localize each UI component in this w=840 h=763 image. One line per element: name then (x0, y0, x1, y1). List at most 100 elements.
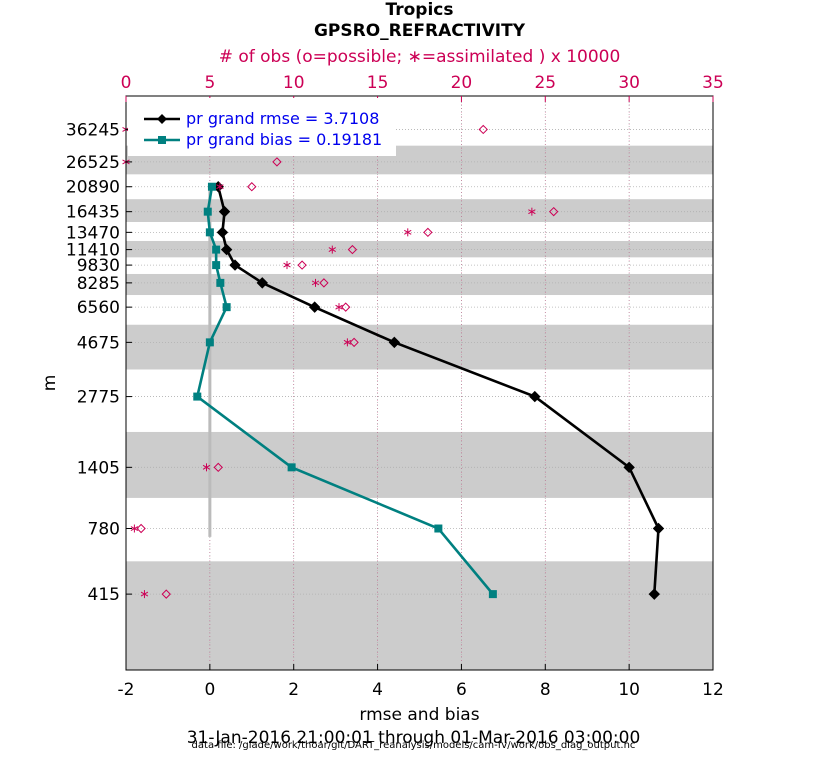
chart-title: Tropics (386, 0, 454, 20)
shaded-band (126, 240, 713, 258)
rmse-point (229, 259, 241, 271)
obs-possible-marker (136, 523, 146, 534)
rmse-point (308, 301, 321, 313)
obs-assimilated-marker (140, 590, 149, 599)
x-tick-label: 2 (288, 680, 299, 700)
obs-assimilated-marker (130, 524, 139, 533)
plot-frame (125, 95, 714, 671)
asterisk-stroke (311, 280, 320, 286)
legend-background (128, 98, 396, 156)
obs-assimilated-marker (335, 303, 343, 312)
top-tick-label: 30 (618, 73, 640, 93)
x-tick-label: -2 (118, 680, 135, 700)
asterisk-stroke (343, 339, 352, 345)
shaded-band (126, 431, 713, 498)
obs-assimilated-marker (216, 182, 224, 191)
top-axis-label: # of obs (o=possible; ∗=assimilated ) x … (219, 47, 621, 67)
obs-possible-marker (213, 462, 223, 473)
obs-possible-marker (247, 182, 257, 192)
asterisk-stroke (216, 184, 224, 190)
series-layer (193, 181, 665, 600)
y-tick-label: 2775 (77, 388, 120, 408)
bias-point (203, 207, 212, 216)
obs-possible-marker (340, 302, 351, 312)
asterisk-stroke (404, 229, 412, 235)
y-tick-label: 36245 (66, 120, 120, 140)
shaded-band (126, 273, 713, 296)
obs-assimilated-marker (202, 463, 211, 472)
top-tick-label: 25 (534, 73, 556, 93)
y-tick-label: 9830 (77, 256, 120, 276)
y-tick-label: 6560 (77, 298, 120, 318)
x-tick-label: 10 (618, 680, 640, 700)
rmse-point (388, 336, 401, 349)
y-tick-label: 16435 (66, 203, 120, 223)
obs-possible-marker (347, 244, 358, 255)
obs-possible-marker (319, 278, 329, 288)
x-tick-label: 4 (372, 680, 383, 700)
legend-label-bias: pr grand bias = 0.19181 (186, 130, 382, 149)
chart-subtitle: GPSRO_REFRACTIVITY (314, 21, 526, 41)
top-tick-label: 20 (451, 73, 473, 93)
bias-point (222, 303, 231, 312)
bias-point (216, 278, 225, 287)
x-axis-label: rmse and bias (359, 705, 479, 725)
top-tick-label: 15 (367, 73, 389, 93)
obs-assimilated-marker (404, 228, 412, 237)
grid-lines (126, 96, 713, 670)
asterisk-stroke (335, 304, 343, 310)
date-range: 31-Jan-2016 21:00:01 through 01-Mar-2016… (187, 728, 641, 748)
obs-assimilated-marker (283, 261, 291, 270)
asterisk-stroke (528, 209, 536, 215)
obs-possible-marker (548, 206, 559, 217)
x-tick-label: 12 (702, 680, 724, 700)
top-tick-label: 5 (204, 73, 215, 93)
shaded-band (126, 324, 713, 370)
top-tick-label: 0 (121, 73, 132, 93)
rmse-point (529, 390, 541, 403)
x-tick-label: 0 (204, 680, 215, 700)
bias-point (205, 338, 214, 347)
y-tick-label: 8285 (77, 274, 120, 294)
y-tick-label: 26525 (66, 153, 120, 173)
bias-point (434, 524, 443, 533)
legend: pr grand rmse = 3.7108 pr grand bias = 0… (128, 98, 396, 156)
axis-ticks: -2 0 2 4 6 8 10 12 0 5 10 15 20 25 30 35 36245 26525 20890… (66, 73, 724, 700)
asterisk-stroke (328, 247, 337, 253)
y-tick-label: 4675 (77, 333, 120, 353)
obs-possible-marker (349, 337, 359, 348)
obs-assimilated-marker (343, 338, 352, 347)
top-tick-label: 10 (283, 73, 305, 93)
obs-assimilated-marker (311, 278, 320, 287)
top-tick-label: 35 (702, 73, 724, 93)
y-tick-label: 415 (88, 585, 120, 605)
obs-possible-marker (272, 157, 282, 167)
rmse-point (648, 588, 661, 600)
shaded-bands (126, 145, 713, 670)
bias-point (207, 182, 216, 191)
obs-possible-marker (161, 589, 171, 599)
x-tick-label: 8 (540, 680, 551, 700)
rmse-point (652, 522, 665, 535)
obs-assimilated-marker (328, 245, 337, 254)
bias-point (287, 463, 296, 472)
rmse-point (218, 205, 231, 218)
obs-assimilated-marker (528, 207, 536, 216)
shaded-band (126, 199, 713, 223)
y-tick-label: 780 (88, 520, 120, 540)
bias-point (212, 261, 221, 270)
y-axis-label: m (40, 375, 60, 392)
legend-label-rmse: pr grand rmse = 3.7108 (186, 109, 379, 128)
y-tick-label: 13470 (66, 223, 120, 243)
bias-point (193, 392, 202, 401)
asterisk-stroke (130, 526, 139, 531)
y-tick-label: 20890 (66, 178, 120, 198)
obs-possible-marker (423, 227, 433, 238)
x-tick-label: 6 (456, 680, 467, 700)
legend-marker-rmse (157, 114, 167, 124)
rmse-point (220, 243, 233, 256)
y-tick-label: 1405 (77, 458, 120, 478)
bias-point (488, 590, 497, 599)
